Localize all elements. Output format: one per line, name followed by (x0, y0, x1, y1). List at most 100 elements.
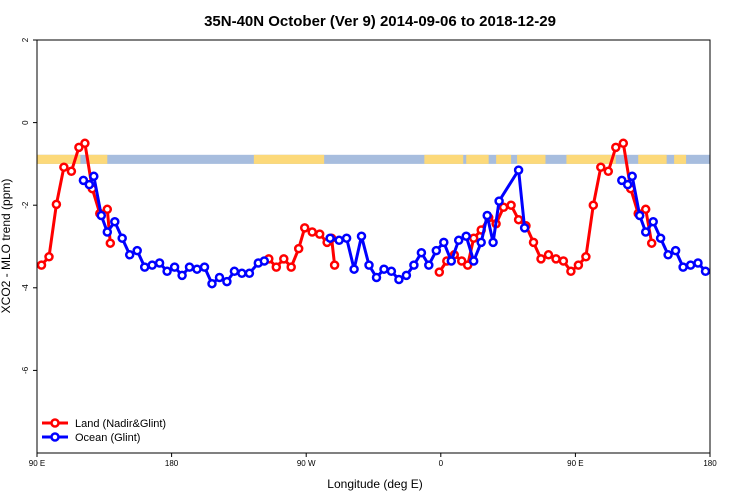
x-tick-label: 180 (165, 459, 179, 468)
data-point (439, 237, 449, 248)
data-point (286, 262, 296, 272)
plot-frame (36, 39, 711, 454)
data-point (622, 179, 633, 190)
data-point (446, 256, 457, 266)
data-point (329, 260, 340, 270)
data-point (271, 262, 282, 272)
data-point (603, 166, 614, 177)
data-point (84, 179, 95, 190)
data-point (334, 235, 344, 246)
data-point (259, 256, 270, 266)
data-point (371, 272, 382, 283)
data-point (528, 237, 539, 248)
y-tick-label: -2 (21, 201, 30, 209)
data-point (279, 254, 289, 264)
land-band-segment (424, 154, 464, 164)
data-point (627, 171, 637, 182)
x-tick-label: 180 (703, 459, 717, 468)
data-point (581, 252, 591, 262)
data-point (640, 204, 651, 215)
data-point (192, 264, 202, 274)
y-axis-label: XCO2 - MLO trend (ppm) (0, 179, 13, 314)
data-point (237, 268, 247, 279)
data-point (89, 171, 99, 182)
legend-marker (50, 432, 60, 442)
data-point (110, 216, 120, 227)
data-point (59, 162, 69, 172)
data-point (314, 229, 325, 239)
data-point (349, 264, 359, 274)
legend-marker (50, 418, 60, 428)
data-point (409, 260, 419, 270)
land-band-segment (517, 154, 546, 164)
data-point (325, 233, 335, 243)
data-point (663, 250, 673, 260)
data-point (543, 250, 554, 260)
land-band-segment (253, 154, 325, 164)
land-band-segment (566, 154, 616, 164)
data-point (222, 276, 232, 287)
x-tick-label: 90 W (297, 459, 316, 468)
data-point (169, 262, 180, 272)
data-point (78, 175, 89, 186)
data-point (139, 262, 150, 272)
y-tick-label: -6 (21, 366, 30, 374)
data-point (611, 142, 621, 153)
y-tick-label: 2 (21, 37, 30, 42)
land-band-segment (638, 154, 667, 164)
data-point (416, 247, 427, 258)
data-point (102, 204, 113, 215)
x-tick-label: 90 E (29, 459, 45, 468)
data-point (124, 250, 135, 260)
data-point (74, 142, 84, 153)
data-point (476, 237, 486, 248)
series-layer (36, 138, 711, 289)
data-point (678, 262, 688, 272)
data-point (646, 238, 657, 248)
data-point (229, 266, 240, 277)
data-point (588, 200, 599, 210)
data-point (117, 233, 127, 243)
data-point (51, 199, 62, 210)
land-band-segment (86, 154, 108, 164)
data-point (596, 162, 606, 172)
data-point (462, 260, 473, 270)
data-point (468, 256, 479, 266)
y-axis: 2 0 -2 -4 -6 (21, 37, 37, 374)
y-tick-label: 0 (21, 120, 30, 125)
ocean-band (37, 154, 710, 164)
data-point (640, 227, 651, 237)
x-tick-label: 90 E (567, 459, 583, 468)
data-point (207, 278, 217, 289)
data-point (468, 233, 479, 243)
data-point (617, 175, 627, 186)
land-ocean-band (37, 154, 710, 164)
data-point (424, 260, 434, 270)
data-point (177, 270, 187, 281)
data-point (494, 196, 504, 206)
data-point (648, 216, 658, 227)
data-point (293, 243, 304, 254)
series-line (620, 174, 707, 273)
land-band-segment (496, 154, 512, 164)
chart-title: 35N-40N October (Ver 9) 2014-09-06 to 20… (204, 13, 556, 30)
data-point (44, 252, 54, 262)
data-point (519, 223, 530, 233)
data-point (80, 138, 90, 149)
data-point (634, 210, 645, 221)
data-point (379, 264, 389, 274)
data-point (36, 260, 47, 270)
data-point (453, 235, 464, 246)
data-point (214, 272, 225, 283)
data-point (513, 165, 524, 175)
x-tick-label: 0 (439, 459, 444, 468)
legend-entry: Ocean (Glint) (75, 432, 140, 444)
data-point (461, 231, 471, 241)
data-point (685, 260, 696, 270)
series-ocean (78, 165, 711, 289)
data-point (434, 267, 445, 277)
data-point (341, 233, 352, 243)
data-point (184, 262, 195, 272)
data-point (456, 256, 467, 266)
